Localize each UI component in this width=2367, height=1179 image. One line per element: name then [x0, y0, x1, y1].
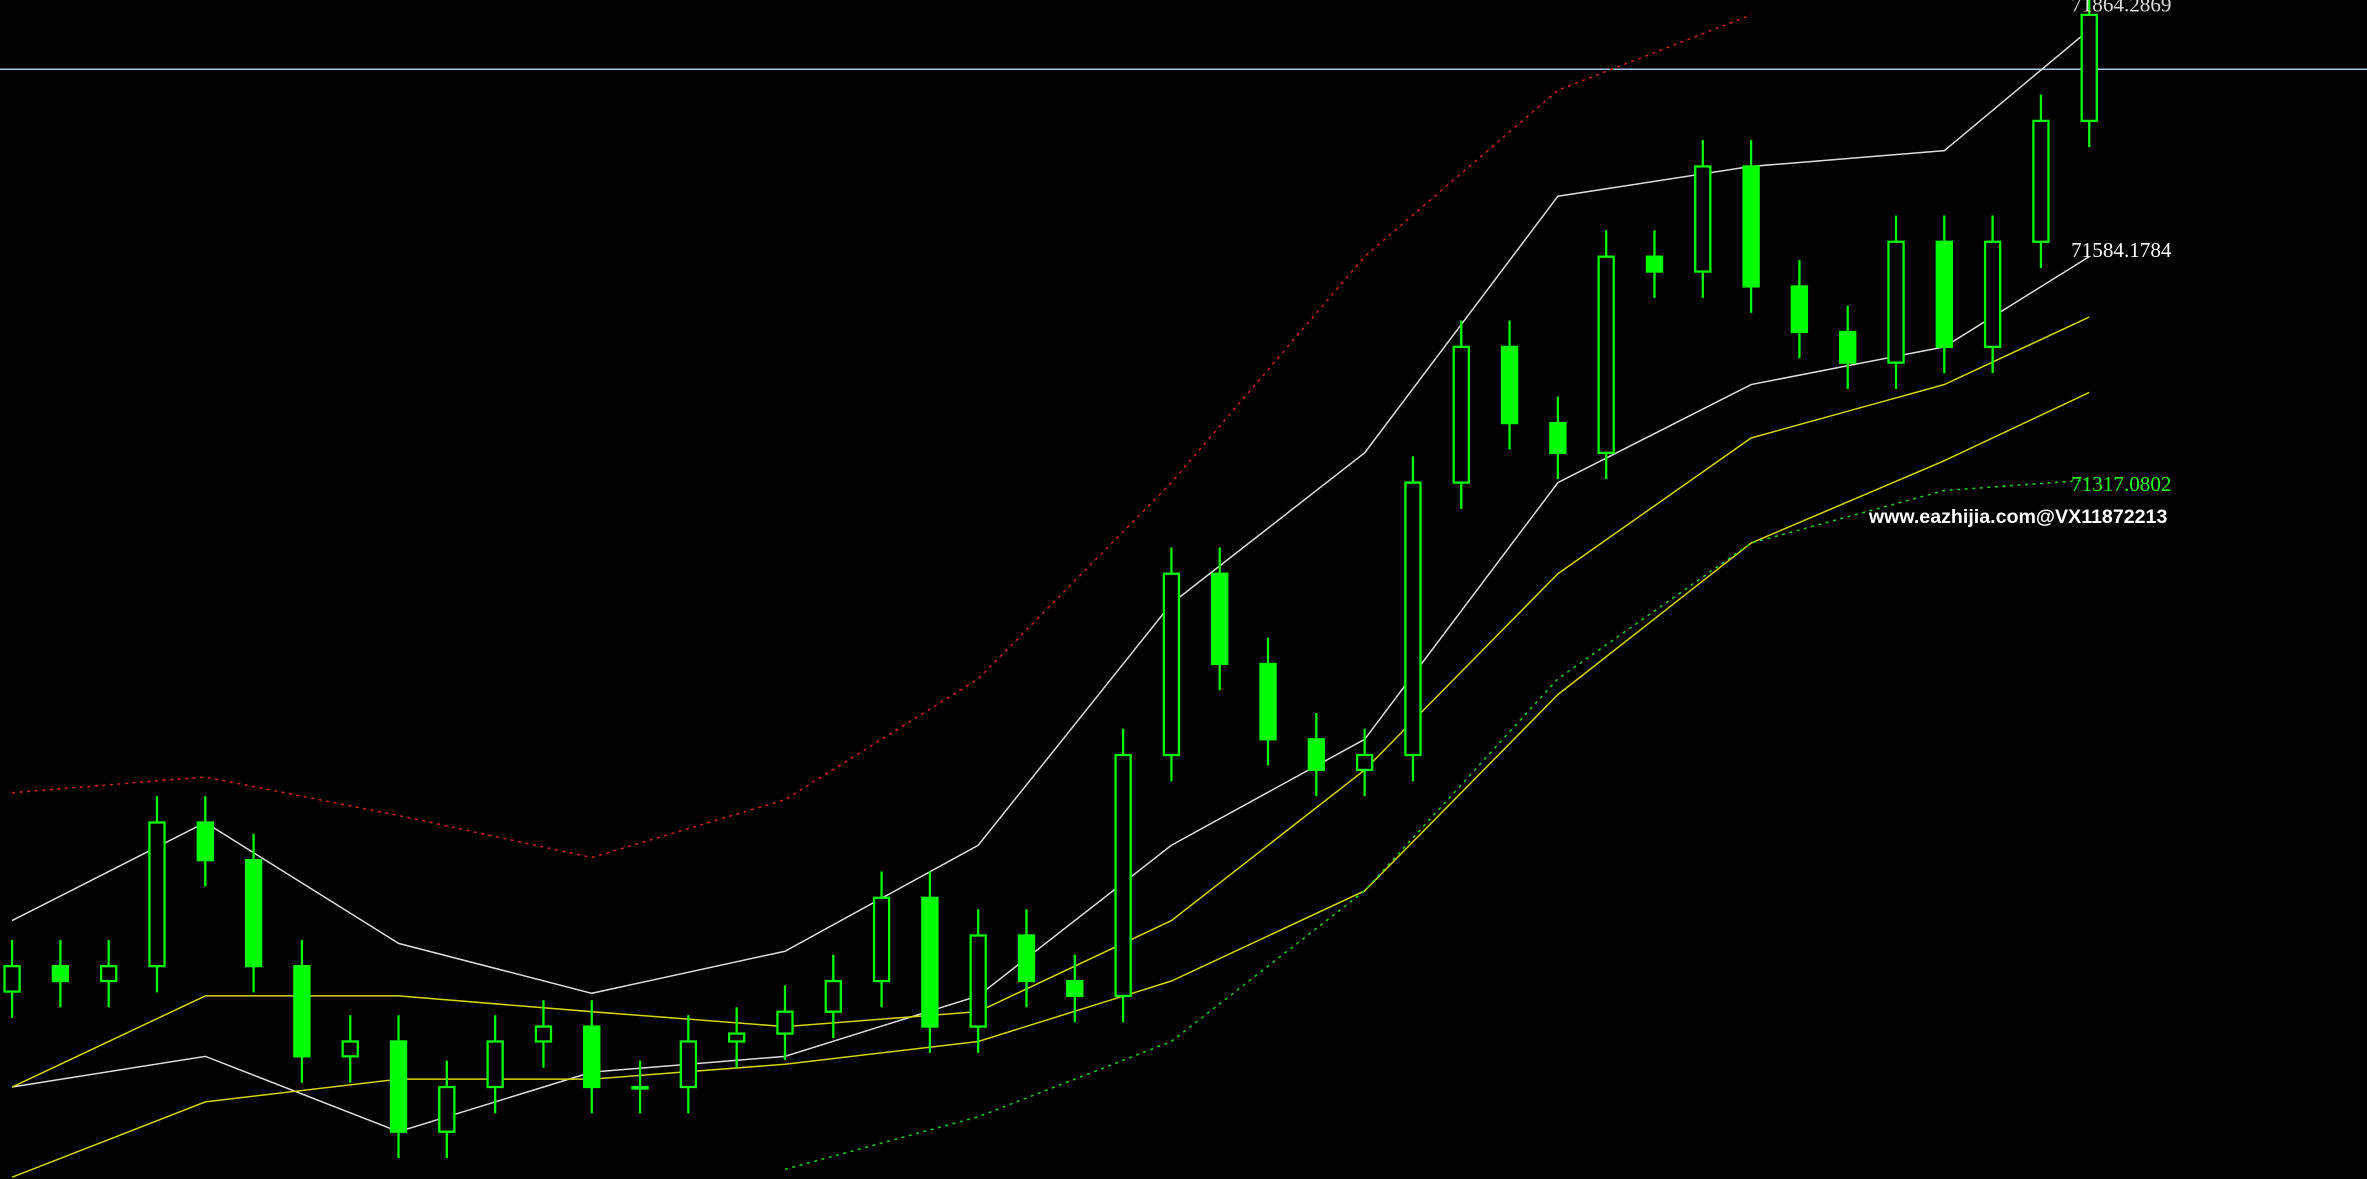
- candle-body: [389, 1040, 408, 1133]
- candle-body: [1211, 572, 1229, 666]
- candle-body: [51, 965, 70, 983]
- candle-body: [293, 965, 311, 1058]
- indicator-line: [784, 479, 2090, 1171]
- candle-body: [1452, 345, 1470, 484]
- candle-body: [1500, 345, 1519, 425]
- candle-body: [1162, 572, 1181, 757]
- candle-body: [1839, 330, 1857, 364]
- candle-body: [1887, 240, 1905, 364]
- candle-body: [1790, 285, 1809, 334]
- price-label: 71317.0802: [2071, 472, 2171, 496]
- candle-body: [1259, 662, 1277, 741]
- candle-body: [534, 1025, 553, 1043]
- price-label: 71584.1784: [2071, 238, 2172, 262]
- candle-body: [1742, 165, 1760, 288]
- candle-body: [3, 965, 21, 993]
- candle-body: [486, 1040, 504, 1089]
- candle-body: [969, 934, 987, 1028]
- candle-body: [679, 1040, 698, 1089]
- candle-body: [1114, 753, 1132, 998]
- candle-body: [872, 896, 891, 983]
- candle-body: [776, 1010, 794, 1035]
- candle-body: [2032, 119, 2050, 243]
- candle-body: [1597, 255, 1615, 454]
- watermark: www.eazhijia.com@VX11872213: [1868, 506, 2168, 528]
- candle-body: [148, 821, 166, 968]
- candle-body: [1066, 979, 1084, 998]
- price-label: 71864.2869: [2071, 0, 2171, 17]
- candle-body: [438, 1085, 456, 1133]
- candle-body: [2080, 13, 2098, 123]
- candle-body: [1307, 738, 1326, 772]
- candle-body: [1983, 240, 2002, 349]
- candle-body: [196, 821, 214, 862]
- indicator-line: [11, 29, 2090, 995]
- candle-body: [1355, 753, 1374, 772]
- candle-body: [824, 979, 842, 1013]
- candle-body: [1549, 421, 1567, 454]
- candle-body: [1645, 255, 1664, 273]
- candle-body: [631, 1085, 649, 1090]
- indicator-line: [11, 256, 2090, 1133]
- candle-body: [1017, 934, 1036, 983]
- candle-body: [583, 1025, 601, 1089]
- candle-body: [727, 1032, 746, 1043]
- candle-body: [921, 896, 939, 1028]
- candle-body: [100, 965, 118, 983]
- candle-body: [1935, 240, 1954, 349]
- candle-body: [1694, 165, 1712, 273]
- candle-body: [1404, 481, 1422, 757]
- candle-body: [341, 1040, 359, 1058]
- candle-body: [244, 859, 263, 968]
